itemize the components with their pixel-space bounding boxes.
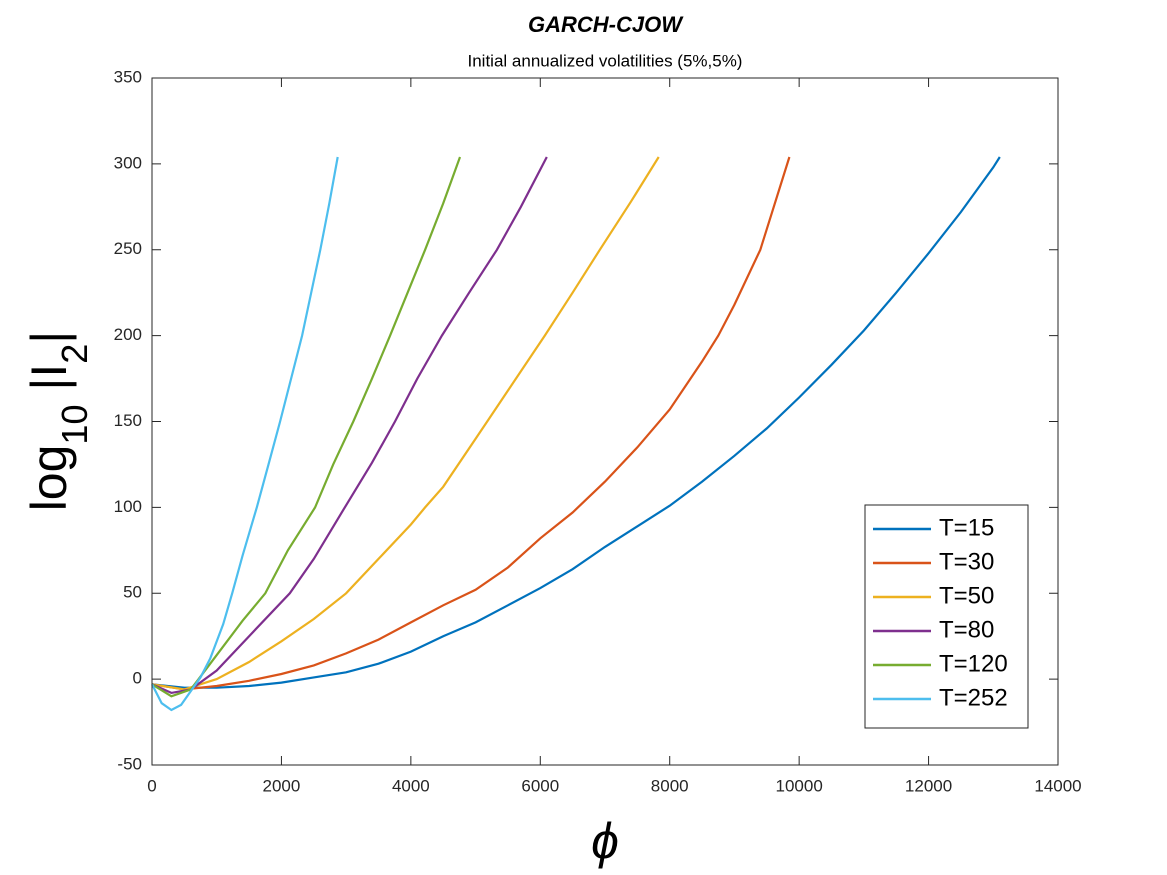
y-label-part: |	[21, 331, 77, 344]
data-line	[151, 156, 791, 691]
x-tick-label: 0	[147, 776, 156, 795]
data-line	[151, 156, 339, 712]
legend-label: T=50	[939, 582, 994, 609]
legend-label: T=120	[939, 650, 1008, 677]
y-label-part: log	[21, 445, 77, 512]
data-line	[151, 156, 548, 695]
x-tick-label: 8000	[651, 776, 689, 795]
chart-subtitle: Initial annualized volatilities (5%,5%)	[468, 51, 743, 70]
legend-label: T=252	[939, 684, 1008, 711]
x-tick-label: 6000	[521, 776, 559, 795]
y-label-subscript: 2	[54, 344, 95, 364]
y-tick-label: -50	[117, 754, 142, 773]
legend-label: T=30	[939, 548, 994, 575]
y-label-subscript: 10	[54, 405, 95, 445]
legend-label: T=15	[939, 514, 994, 541]
y-tick-label: 100	[114, 497, 142, 516]
legend-label: T=80	[939, 616, 994, 643]
x-tick-label: 10000	[776, 776, 823, 795]
x-axis-label: ϕ	[591, 813, 619, 869]
y-axis-label: log10 |I2|	[21, 331, 95, 512]
y-tick-label: 50	[123, 583, 142, 602]
x-tick-label: 2000	[263, 776, 301, 795]
chart-title: GARCH-CJOW	[528, 12, 684, 37]
data-line	[151, 156, 1001, 689]
x-tick-label: 12000	[905, 776, 952, 795]
x-tick-label: 14000	[1034, 776, 1081, 795]
y-tick-label: 250	[114, 239, 142, 258]
x-tick-label: 4000	[392, 776, 430, 795]
legend-box	[864, 504, 1029, 729]
y-tick-label: 150	[114, 411, 142, 430]
y-tick-label: 350	[114, 67, 142, 86]
y-tick-label: 0	[133, 669, 142, 688]
y-tick-label: 300	[114, 153, 142, 172]
y-tick-label: 200	[114, 325, 142, 344]
y-label-part: |I	[21, 364, 77, 405]
axes-box	[151, 77, 1059, 766]
data-line	[151, 156, 660, 691]
